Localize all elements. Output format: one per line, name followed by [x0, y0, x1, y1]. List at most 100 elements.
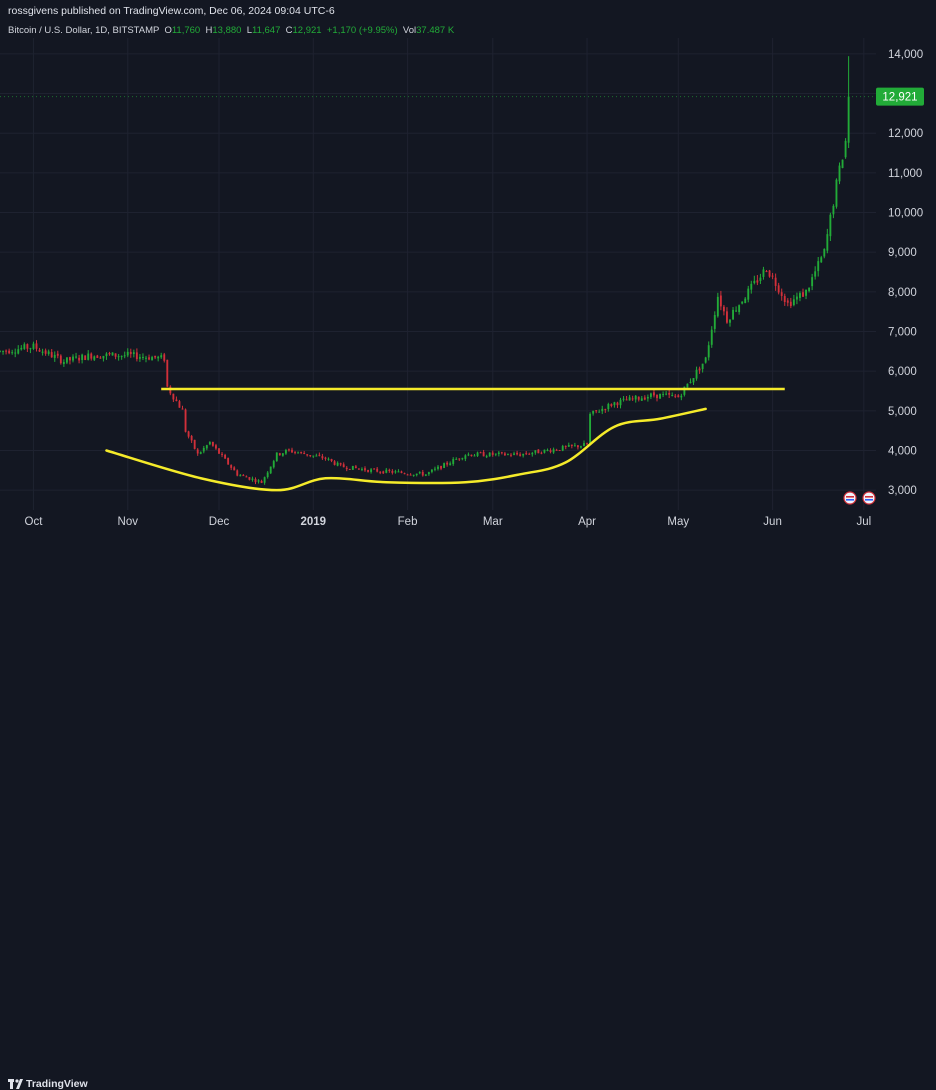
candle-body: [653, 392, 655, 396]
candle-body: [729, 319, 731, 323]
candle-body: [735, 310, 738, 312]
candle-body: [619, 399, 622, 406]
candle-body: [671, 394, 674, 396]
candle-body: [394, 471, 397, 473]
candle-body: [187, 431, 190, 437]
candle-body: [38, 349, 41, 352]
candle-body: [284, 450, 287, 454]
x-tick-label: Apr: [578, 516, 596, 528]
candle-body: [503, 453, 506, 456]
candle-body: [218, 448, 220, 454]
open-value: 11,760: [171, 25, 201, 36]
candle-body: [592, 410, 595, 414]
footer: TradingView: [0, 536, 936, 1090]
candle-body: [753, 280, 756, 284]
candle-body: [795, 296, 798, 300]
event-flag-icon[interactable]: [843, 491, 857, 505]
candle-body: [695, 369, 698, 379]
candle-body: [221, 453, 223, 455]
candle-body: [430, 469, 433, 472]
candle-body: [683, 386, 686, 395]
candle-body: [288, 449, 290, 451]
candle-body: [583, 443, 585, 447]
candle-body: [53, 354, 56, 358]
candle-body: [507, 454, 509, 456]
candle-body: [56, 353, 59, 356]
candle-body: [677, 395, 680, 398]
candle-body: [543, 449, 546, 453]
candle-body: [470, 454, 473, 457]
candle-body: [327, 458, 330, 460]
candle-body: [75, 356, 77, 358]
candle-body: [613, 402, 616, 406]
candle-body: [783, 296, 786, 303]
candle-body: [72, 356, 74, 361]
candle-body: [239, 475, 242, 477]
candle-body: [17, 349, 20, 354]
candle-body: [93, 356, 96, 360]
candle-body: [269, 466, 272, 474]
candle-body: [656, 394, 658, 399]
candle-body: [479, 452, 482, 454]
candle-body: [99, 357, 102, 359]
candle-body: [373, 468, 376, 470]
event-flag-icon[interactable]: [862, 491, 876, 505]
candle-body: [823, 248, 826, 257]
candle-body: [382, 471, 385, 474]
candle-body: [379, 471, 382, 473]
candle-body: [786, 300, 789, 303]
candle-body: [406, 474, 409, 476]
candle-body: [260, 480, 263, 483]
candle-body: [625, 399, 628, 401]
candle-body: [570, 444, 573, 446]
candle-body: [616, 402, 619, 406]
candle-body: [202, 447, 205, 452]
candle-body: [689, 381, 692, 383]
candle-body: [464, 455, 467, 459]
candle-body: [713, 315, 716, 329]
candle-body: [160, 355, 163, 358]
candle-body: [722, 306, 725, 312]
candle-body: [275, 452, 278, 462]
candles: [0, 56, 850, 485]
candle-body: [357, 468, 360, 470]
candle-body: [342, 464, 345, 468]
candle-body: [452, 459, 455, 464]
candle-body: [333, 461, 336, 465]
candle-body: [628, 397, 631, 401]
candle-body: [412, 474, 415, 476]
candle-body: [820, 257, 823, 263]
x-tick-label: May: [667, 516, 689, 528]
y-tick-label: 11,000: [888, 168, 922, 180]
candle-body: [90, 353, 93, 359]
y-tick-label: 12,000: [888, 128, 923, 140]
price-chart[interactable]: 3,000 4,000 5,000 6,000 7,000 8,000 9,000 10,00…: [0, 0, 936, 560]
candle-body: [196, 449, 199, 454]
ohlc-legend: Bitcoin / U.S. Dollar, 1D, BITSTAMP O11,…: [8, 25, 454, 36]
candle-body: [224, 454, 227, 459]
candle-body: [376, 468, 379, 472]
candle-body: [364, 468, 366, 471]
candle-body: [233, 467, 236, 471]
candle-body: [610, 404, 613, 406]
y-tick-label: 6,000: [888, 366, 917, 378]
candle-body: [747, 288, 750, 300]
candle-body: [336, 462, 339, 466]
candle-body: [488, 452, 491, 457]
candle-body: [117, 356, 120, 358]
candle-body: [59, 355, 62, 364]
low-label: L: [246, 25, 252, 36]
volume-value: 37.487 K: [416, 25, 455, 36]
candle-body: [567, 445, 570, 447]
candle-body: [531, 453, 534, 455]
candle-body: [11, 352, 14, 354]
candle-body: [814, 271, 817, 277]
candle-body: [138, 357, 141, 359]
candle-body: [142, 356, 144, 358]
candle-body: [421, 471, 424, 476]
candle-body: [443, 463, 446, 468]
x-tick-label: Jul: [856, 516, 871, 528]
candle-body: [108, 352, 111, 355]
candle-body: [32, 343, 35, 349]
candle-body: [409, 474, 412, 476]
